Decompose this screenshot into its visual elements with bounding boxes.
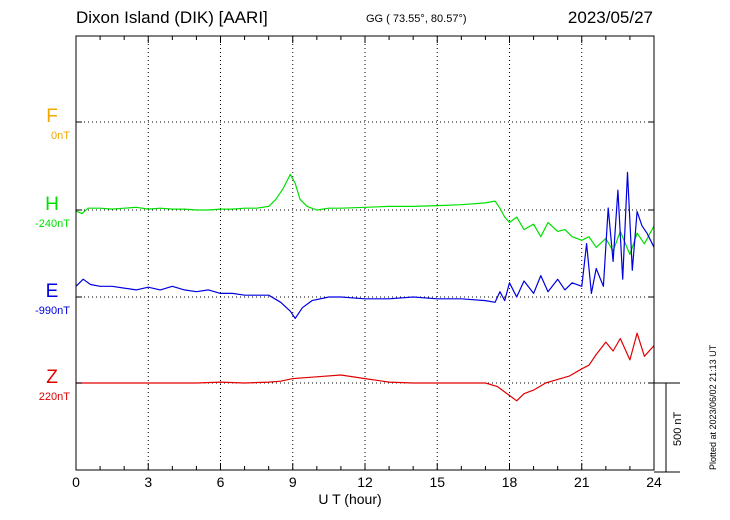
date-label: 2023/05/27	[567, 8, 653, 27]
scale-bar	[654, 382, 680, 473]
series-line-Z	[76, 332, 655, 402]
scale-bar-label: 500 nT	[672, 411, 684, 446]
x-tick-label-6: 6	[216, 474, 225, 490]
series-line-H	[75, 173, 655, 256]
channel-label-H: H	[45, 194, 59, 215]
channel-label-E: E	[45, 281, 59, 302]
x-tick-label-3: 3	[144, 474, 153, 490]
x-tick-label-15: 15	[429, 474, 446, 490]
plot-frame	[75, 35, 655, 471]
series-group	[75, 171, 655, 402]
channel-offset-E: -990nT	[35, 305, 70, 317]
grid	[76, 36, 654, 470]
x-tick-label-0: 0	[72, 474, 80, 490]
station-title: Dixon Island (DIK) [AARI]	[76, 8, 268, 27]
x-tick-label-12: 12	[357, 474, 373, 490]
channel-offset-F: 0nT	[51, 130, 70, 142]
x-tick-label-18: 18	[501, 474, 518, 490]
x-tick-label-24: 24	[646, 474, 662, 490]
coordinates-label: GG ( 73.55°, 80.57°)	[366, 13, 467, 25]
x-tick-label-21: 21	[573, 474, 590, 490]
plotted-timestamp: Plotted at 2023/06/02 21:13 UT	[708, 344, 718, 470]
channel-label-Z: Z	[46, 367, 58, 388]
channel-label-F: F	[46, 106, 58, 127]
x-axis-label: U T (hour)	[318, 491, 382, 507]
channel-offset-H: -240nT	[35, 218, 70, 230]
x-tick-label-9: 9	[288, 474, 297, 490]
channel-offset-Z: 220nT	[38, 391, 70, 403]
series-line-E	[75, 171, 655, 319]
